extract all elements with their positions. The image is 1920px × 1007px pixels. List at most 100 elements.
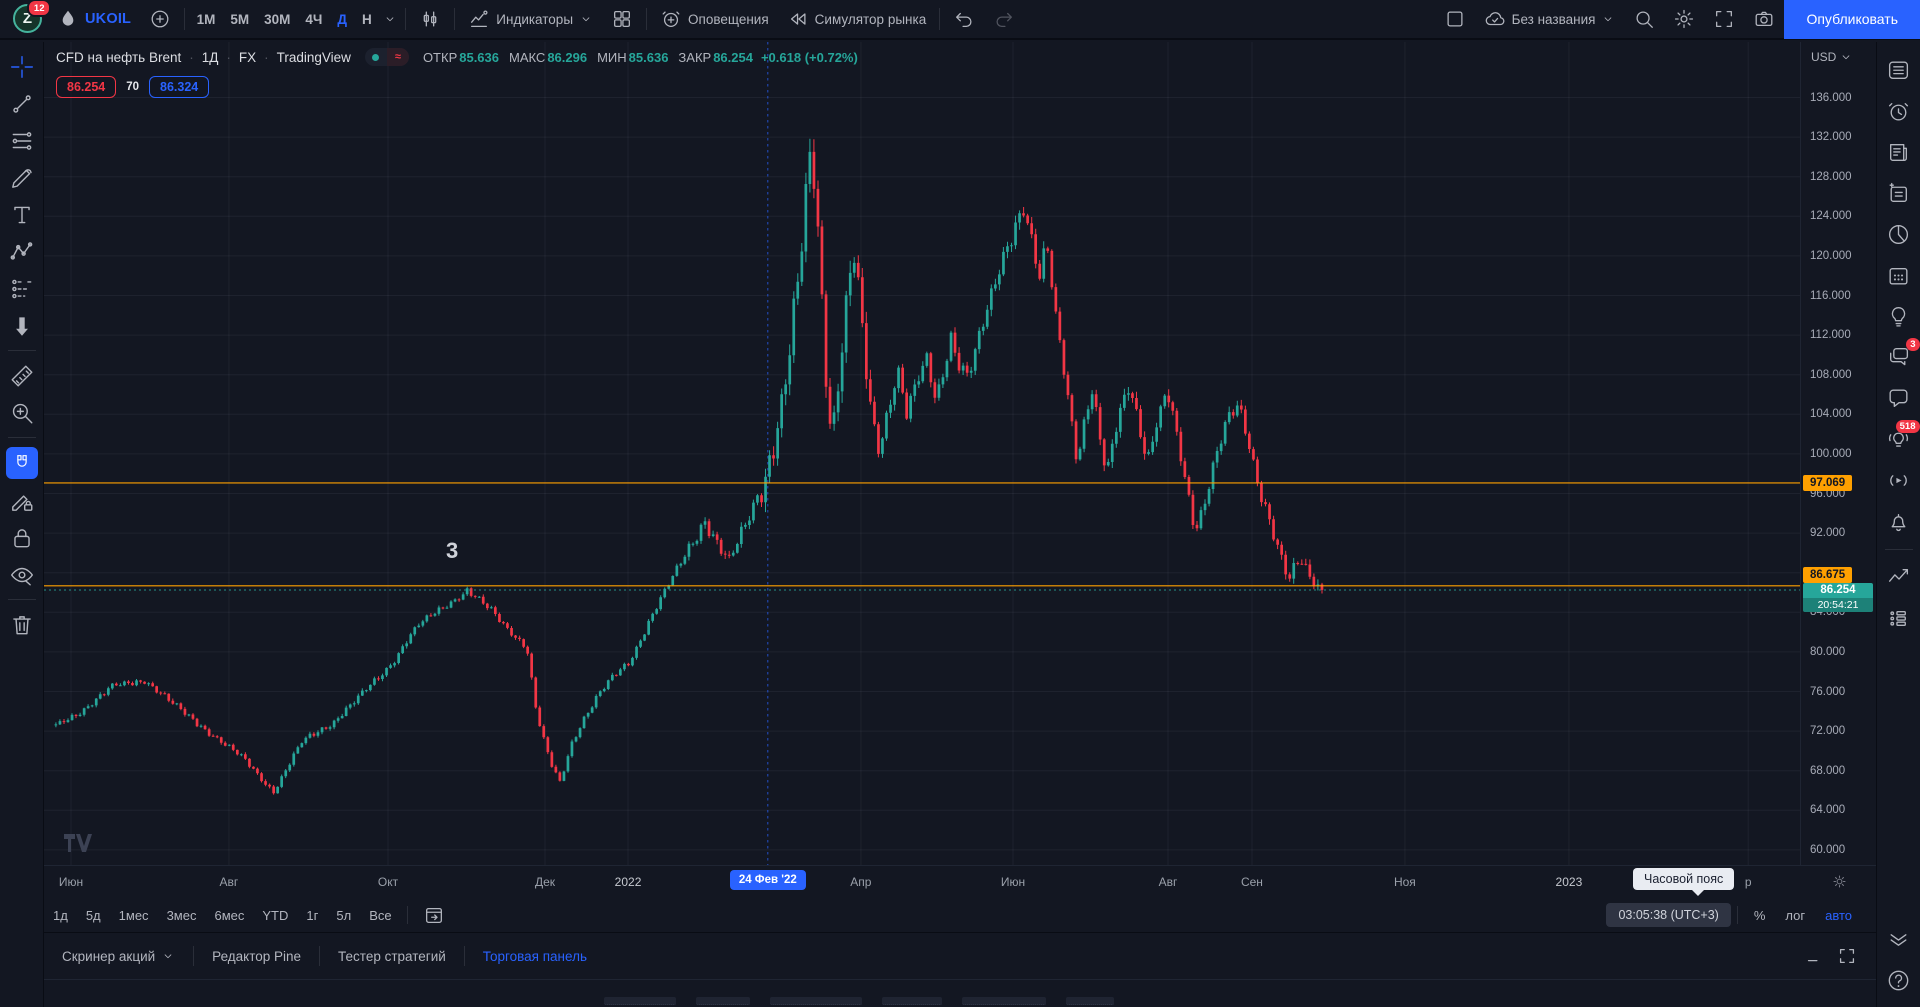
cloud-check-icon xyxy=(1484,8,1506,30)
object-tree-panel[interactable] xyxy=(1879,557,1919,598)
range-Все[interactable]: Все xyxy=(369,907,392,923)
fullscreen-button[interactable] xyxy=(1704,0,1744,38)
log-scale-button[interactable]: лог xyxy=(1785,907,1806,923)
legend-symbol-title[interactable]: CFD на нефть Brent xyxy=(56,49,182,65)
notes-panel[interactable] xyxy=(1879,173,1919,214)
arrow-marker-tool[interactable] xyxy=(3,307,41,344)
timeframe-menu-button[interactable] xyxy=(379,0,401,38)
redo-button[interactable] xyxy=(984,0,1024,38)
toolbar-divider xyxy=(7,599,36,600)
collapse-sidebar-button[interactable] xyxy=(1879,919,1919,960)
range-3мес[interactable]: 3мес xyxy=(166,907,197,923)
dom-panel[interactable] xyxy=(1879,598,1919,639)
time-tick: Дек xyxy=(534,875,556,889)
zoom-in-tool[interactable] xyxy=(3,394,41,431)
rewind-icon xyxy=(787,8,809,30)
hide-all-drawings[interactable] xyxy=(3,556,41,593)
percent-scale-button[interactable]: % xyxy=(1753,907,1766,923)
tab-торговая-панель[interactable]: Торговая панель xyxy=(482,948,587,964)
range-5д[interactable]: 5д xyxy=(85,907,101,923)
candlestick-chart[interactable] xyxy=(44,42,1800,865)
timezone-button[interactable]: 03:05:38 (UTC+3) xyxy=(1606,903,1731,927)
search-icon xyxy=(1633,8,1655,30)
text-tool[interactable] xyxy=(3,196,41,233)
minds-panel[interactable]: 518 xyxy=(1879,419,1920,460)
xabcd-icon xyxy=(9,239,35,265)
compare-add-symbol-button[interactable] xyxy=(140,0,180,38)
symbol-search-button[interactable]: UKOIL xyxy=(48,0,140,38)
timeframe-4Ч[interactable]: 4Ч xyxy=(305,11,323,27)
range-1г[interactable]: 1г xyxy=(306,907,319,923)
layout-name-menu[interactable]: Без названия xyxy=(1475,0,1625,38)
hotlists-panel[interactable] xyxy=(1879,214,1919,255)
timeframe-Д[interactable]: Д xyxy=(337,11,348,27)
calendar-panel[interactable] xyxy=(1879,255,1919,296)
range-YTD[interactable]: YTD xyxy=(262,907,289,923)
series-hide-toggle[interactable]: ≈ xyxy=(386,48,409,66)
notifications-panel[interactable] xyxy=(1879,501,1919,542)
measure-tool[interactable] xyxy=(3,357,41,394)
chevron-down-icon xyxy=(579,12,593,26)
time-tick: Ноя xyxy=(1393,875,1416,889)
remove-all-drawings[interactable] xyxy=(3,606,41,643)
timeframe-Н[interactable]: Н xyxy=(362,11,372,27)
chart-style-button[interactable] xyxy=(410,0,450,38)
text-drawing-annotation[interactable]: 3 xyxy=(446,538,459,563)
magnet-mode[interactable] xyxy=(5,447,38,479)
stay-in-drawing-mode[interactable] xyxy=(3,482,41,519)
currency-selector[interactable]: USD xyxy=(1811,50,1853,64)
quick-search-button[interactable] xyxy=(1624,0,1664,38)
publish-button[interactable]: Опубликовать xyxy=(1784,0,1920,39)
maximize-panel-icon[interactable] xyxy=(1836,945,1858,967)
series-visibility-toggle[interactable] xyxy=(365,48,387,66)
pattern-tool[interactable] xyxy=(3,233,41,270)
crosshair-tool[interactable] xyxy=(3,48,41,85)
axis-settings-icon[interactable] xyxy=(1830,872,1849,891)
tab-скринер-акций[interactable]: Скринер акций xyxy=(44,933,193,979)
chart-settings-button[interactable] xyxy=(1664,0,1704,38)
market-simulator-button[interactable]: Симулятор рынка xyxy=(778,0,936,38)
public-chat-panel[interactable] xyxy=(1879,378,1919,419)
news-panel[interactable] xyxy=(1879,132,1919,173)
badge: 3 xyxy=(1906,338,1920,352)
buy-button[interactable]: 86.324 xyxy=(149,76,210,98)
sell-button[interactable]: 86.254 xyxy=(56,76,117,98)
undo-button[interactable] xyxy=(944,0,984,38)
watchlist-panel[interactable] xyxy=(1879,50,1919,91)
alerts-panel[interactable] xyxy=(1879,91,1919,132)
layout-select-button[interactable] xyxy=(1435,0,1475,38)
time-axis[interactable]: Июн Авг Окт Дек 2022 Апр Июн Авг Сен Ноя 2023 р 24 Ф… xyxy=(44,865,1876,898)
range-6мес[interactable]: 6мес xyxy=(214,907,245,923)
brush-tool[interactable] xyxy=(3,159,41,196)
price-tick: 100.000 xyxy=(1810,447,1852,460)
range-1мес[interactable]: 1мес xyxy=(118,907,149,923)
alerts-button[interactable]: Оповещения xyxy=(651,0,778,38)
lock-all-drawings[interactable] xyxy=(3,519,41,556)
timeframe-5M[interactable]: 5M xyxy=(230,11,250,27)
trend-line-tool[interactable] xyxy=(3,85,41,122)
tradingview-logo[interactable] xyxy=(62,830,92,856)
go-to-date-button[interactable] xyxy=(414,898,454,932)
ideas-panel[interactable] xyxy=(1879,296,1919,337)
indicators-button[interactable]: Индикаторы xyxy=(459,0,602,38)
help-button[interactable] xyxy=(1879,960,1919,1001)
chart-area[interactable]: CFD на нефть Brent · 1Д · FX · TradingVi… xyxy=(44,42,1800,865)
user-menu[interactable]: Z 12 xyxy=(6,0,51,38)
price-scale[interactable]: USD 136.000 132.000 128.000 124.000 120.000 1… xyxy=(1800,42,1876,865)
minimize-panel-icon[interactable] xyxy=(1804,945,1826,967)
snapshot-button[interactable] xyxy=(1744,0,1784,38)
timeframe-1M[interactable]: 1M xyxy=(196,11,216,27)
streams-panel[interactable] xyxy=(1879,460,1919,501)
prediction-measure-tool[interactable] xyxy=(3,270,41,307)
range-5л[interactable]: 5л xyxy=(336,907,352,923)
private-chats-panel[interactable]: 3 xyxy=(1879,337,1920,378)
indicator-templates-button[interactable] xyxy=(602,0,642,38)
tab-редактор-pine[interactable]: Редактор Pine xyxy=(212,948,302,964)
tab-тестер-стратегий[interactable]: Тестер стратегий xyxy=(338,948,446,964)
fib-retracement-tool[interactable] xyxy=(3,122,41,159)
timeframe-30M[interactable]: 30M xyxy=(264,11,291,27)
chat-bubble-icon xyxy=(1886,386,1911,411)
range-1д[interactable]: 1д xyxy=(53,907,68,923)
legend-interval[interactable]: 1Д xyxy=(201,49,219,65)
auto-scale-button[interactable]: авто xyxy=(1825,907,1852,923)
